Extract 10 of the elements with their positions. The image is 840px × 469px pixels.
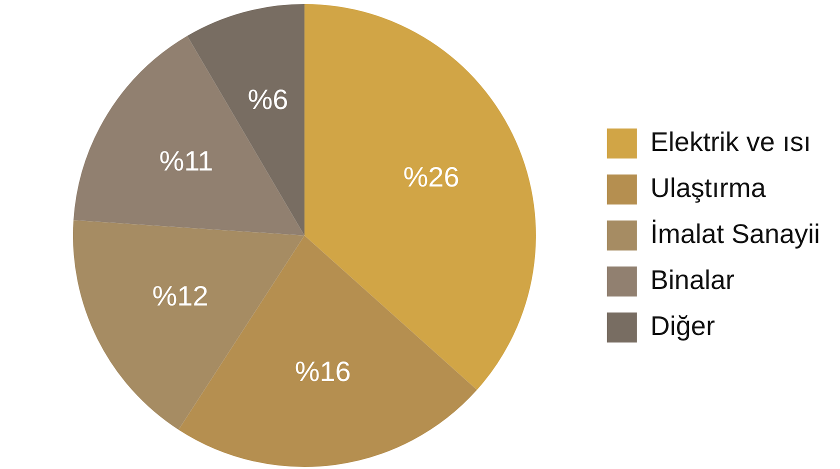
legend-label: İmalat Sanayii	[650, 218, 820, 249]
data-label: %26	[403, 162, 460, 193]
data-label: %12	[152, 280, 208, 312]
data-label: %11	[159, 145, 214, 176]
data-label: %16	[294, 356, 351, 387]
legend-label: Diğer	[650, 310, 715, 341]
legend-label: Binalar	[650, 264, 734, 295]
legend-label: Ulaştırma	[650, 172, 767, 203]
legend-label: Elektrik ve ısı	[650, 126, 811, 157]
data-label: %6	[248, 84, 288, 116]
